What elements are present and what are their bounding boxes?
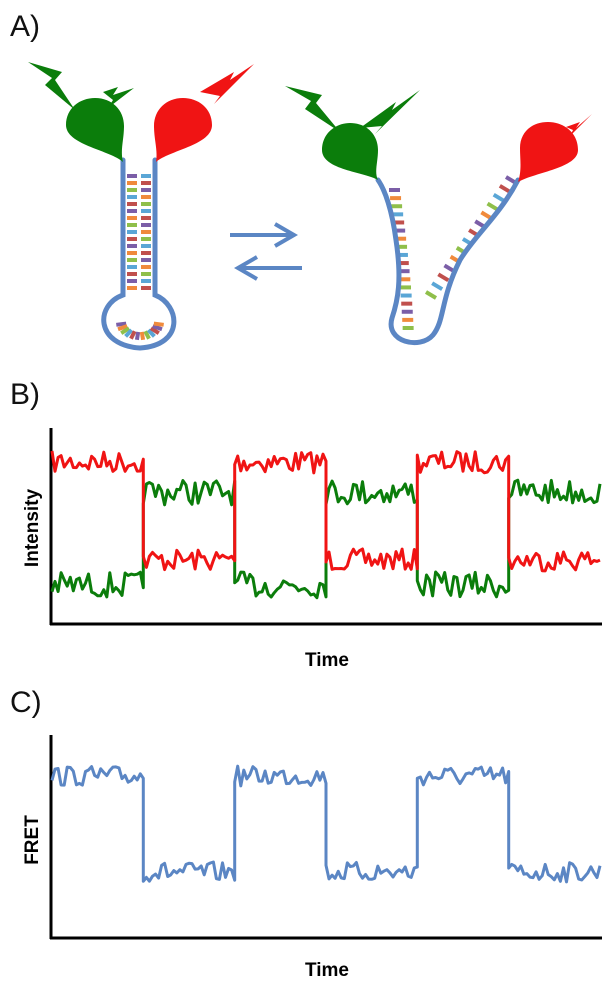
loop-base-mark (139, 331, 146, 341)
intensity-y-label: Intensity (22, 489, 43, 568)
open-base-mark (480, 210, 493, 221)
excitation-bolt-icon (28, 62, 75, 110)
open-base-mark (492, 192, 505, 203)
hairpin-diagram (28, 62, 592, 351)
panel-a-label: A) (10, 10, 40, 43)
loop-base-mark (149, 326, 160, 335)
emission-bolt-icon (103, 87, 134, 108)
closed-acceptor-dye (154, 98, 212, 162)
open-acceptor-dye (518, 122, 578, 182)
loop-base-mark (134, 331, 141, 341)
loop-base-mark (120, 326, 131, 335)
open-base-mark (486, 201, 499, 212)
open-hairpin-bases (389, 175, 518, 330)
fret-x-label: Time (305, 960, 349, 981)
loop-base-mark (124, 328, 134, 338)
intensity-x-label: Time (305, 650, 349, 671)
fret-y-label: FRET (22, 815, 43, 865)
loop-base-mark (116, 321, 127, 327)
open-base-mark (431, 281, 444, 291)
closed-hairpin-base-pairs (116, 174, 164, 341)
loop-base-mark (117, 324, 128, 332)
open-base-mark (498, 184, 511, 194)
loop-base-mark (153, 321, 164, 327)
equilibrium-arrows-icon (230, 222, 302, 281)
open-donor-dye (322, 123, 378, 180)
emission-bolt-icon (360, 90, 420, 134)
loop-base-mark (152, 324, 163, 332)
fret-series-line (50, 764, 602, 884)
open-base-mark (424, 290, 438, 300)
excitation-bolt-icon (285, 86, 340, 132)
donor-series-line (50, 478, 602, 600)
loop-base-mark (143, 330, 151, 340)
open-hairpin-strand (375, 177, 521, 346)
panel-c-label: C) (10, 686, 42, 719)
closed-hairpin-strand (101, 157, 177, 351)
acceptor-emission-bolt-icon (200, 64, 254, 104)
open-base-mark (437, 272, 450, 283)
loop-base-mark (129, 330, 137, 340)
loop-base-mark (146, 328, 156, 338)
acceptor-series-line (50, 450, 601, 573)
closed-donor-dye (66, 98, 124, 162)
panel-b-label: B) (10, 378, 40, 411)
